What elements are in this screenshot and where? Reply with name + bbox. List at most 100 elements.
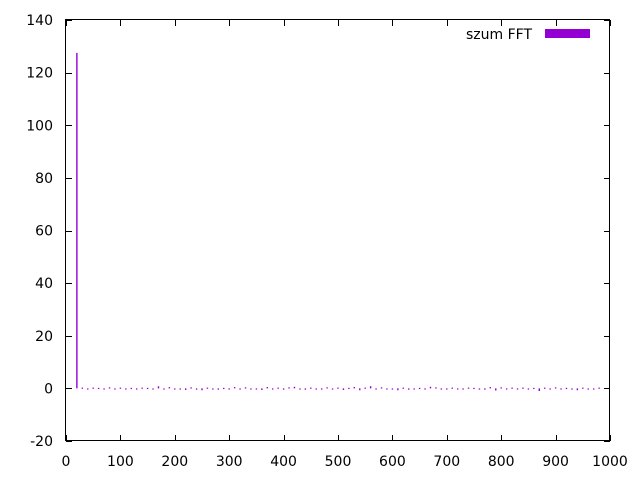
- bar: [456, 388, 459, 390]
- bar: [277, 387, 279, 389]
- x-tick-label: 500: [325, 454, 352, 470]
- bar: [369, 386, 372, 389]
- bar: [146, 387, 149, 390]
- bar: [168, 387, 171, 389]
- x-tick-label: 400: [270, 454, 297, 470]
- bar: [190, 387, 192, 389]
- bar: [152, 388, 154, 390]
- x-tick-label: 0: [62, 454, 71, 470]
- bar: [310, 387, 312, 389]
- bar: [233, 387, 236, 389]
- bar: [554, 387, 557, 389]
- x-tick-label: 1000: [592, 454, 628, 470]
- bar: [587, 388, 589, 390]
- x-tick-label: 900: [542, 454, 569, 470]
- bar: [516, 388, 519, 390]
- bar: [408, 388, 410, 390]
- bar: [478, 388, 481, 390]
- bar: [440, 388, 443, 390]
- bar: [239, 388, 241, 390]
- bar: [451, 387, 453, 389]
- bar: [217, 388, 220, 390]
- bar: [179, 388, 181, 390]
- legend-label: szum FFT: [466, 27, 532, 43]
- y-tick-label: 60: [35, 224, 53, 240]
- bar: [511, 387, 513, 389]
- bar: [386, 388, 388, 390]
- bar: [326, 387, 328, 389]
- legend: szum FFT: [466, 27, 590, 43]
- bar: [157, 386, 160, 389]
- bar: [97, 387, 100, 390]
- bar: [429, 386, 432, 389]
- bar: [582, 387, 584, 389]
- bar: [413, 388, 415, 390]
- bars-layer: [76, 52, 600, 392]
- bar: [342, 388, 345, 390]
- bar: [397, 388, 399, 391]
- bar: [299, 388, 301, 390]
- bar: [255, 388, 258, 390]
- bar: [391, 388, 394, 390]
- bar: [364, 387, 366, 389]
- y-tick-label: 140: [26, 13, 53, 29]
- bar: [337, 387, 339, 389]
- bar: [505, 388, 508, 390]
- bar: [418, 387, 421, 390]
- x-tick-label: 100: [107, 454, 134, 470]
- y-tick-label: 120: [26, 66, 53, 82]
- bar: [81, 387, 84, 389]
- y-tick-label: 100: [26, 118, 53, 134]
- y-tick-label: -20: [30, 434, 53, 450]
- bar: [533, 387, 535, 390]
- bar: [304, 388, 307, 390]
- bar: [244, 387, 247, 389]
- bar: [125, 388, 127, 390]
- bar: [592, 388, 595, 390]
- bar: [484, 388, 486, 390]
- bar: [522, 387, 524, 389]
- bar: [228, 388, 230, 390]
- bar: [571, 388, 573, 390]
- bar: [380, 387, 383, 389]
- bar: [467, 387, 470, 389]
- ticks-layer: 0 100 200 300 400 500 600 700 800 900 1000 -20 0 20 40…: [26, 13, 628, 470]
- x-tick-label: 700: [433, 454, 460, 470]
- bar: [375, 388, 377, 390]
- bar: [282, 388, 285, 390]
- bar: [473, 387, 475, 390]
- bar: [223, 387, 225, 390]
- bar: [261, 388, 263, 390]
- bar: [348, 387, 350, 390]
- bar: [527, 388, 530, 390]
- bar: [288, 387, 290, 389]
- bar: [495, 388, 497, 391]
- x-tick-label: 800: [488, 454, 515, 470]
- bar: [549, 388, 551, 390]
- y-tick-label: 80: [35, 171, 53, 187]
- x-tick-label: 600: [379, 454, 406, 470]
- bar: [446, 388, 448, 390]
- bar: [92, 387, 94, 389]
- bar: [331, 388, 334, 390]
- bar: [119, 387, 122, 389]
- bar: [359, 388, 361, 391]
- bar: [538, 388, 540, 392]
- y-tick-label: 20: [35, 329, 53, 345]
- bar: [206, 387, 209, 389]
- bar: [163, 388, 165, 390]
- bar: [489, 387, 492, 389]
- y-tick-label: 0: [44, 381, 53, 397]
- bar: [544, 387, 546, 389]
- bar: [174, 388, 176, 390]
- bar: [500, 387, 502, 389]
- bar: [108, 387, 111, 389]
- x-tick-label: 300: [216, 454, 243, 470]
- bar: [320, 388, 323, 390]
- bar: [565, 387, 568, 390]
- bar: [266, 387, 268, 389]
- bar: [141, 387, 143, 389]
- bar: [424, 388, 426, 390]
